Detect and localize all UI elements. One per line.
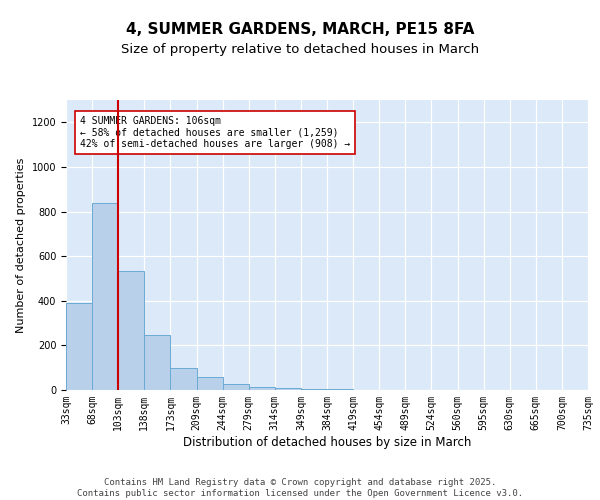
Y-axis label: Number of detached properties: Number of detached properties: [16, 158, 26, 332]
Bar: [66, 303, 92, 390]
Text: 4 SUMMER GARDENS: 106sqm
← 58% of detached houses are smaller (1,259)
42% of sem: 4 SUMMER GARDENS: 106sqm ← 58% of detach…: [80, 116, 350, 149]
X-axis label: Distribution of detached houses by size in March: Distribution of detached houses by size …: [183, 436, 471, 448]
Bar: [170, 368, 197, 390]
Bar: [223, 384, 249, 390]
Text: Contains HM Land Registry data © Crown copyright and database right 2025.
Contai: Contains HM Land Registry data © Crown c…: [77, 478, 523, 498]
Text: Size of property relative to detached houses in March: Size of property relative to detached ho…: [121, 42, 479, 56]
Bar: [301, 389, 327, 390]
Bar: [249, 386, 275, 390]
Bar: [92, 202, 118, 390]
Bar: [275, 388, 301, 390]
Bar: [197, 377, 223, 390]
Bar: [145, 334, 170, 390]
Text: 4, SUMMER GARDENS, MARCH, PE15 8FA: 4, SUMMER GARDENS, MARCH, PE15 8FA: [126, 22, 474, 38]
Bar: [118, 270, 145, 390]
